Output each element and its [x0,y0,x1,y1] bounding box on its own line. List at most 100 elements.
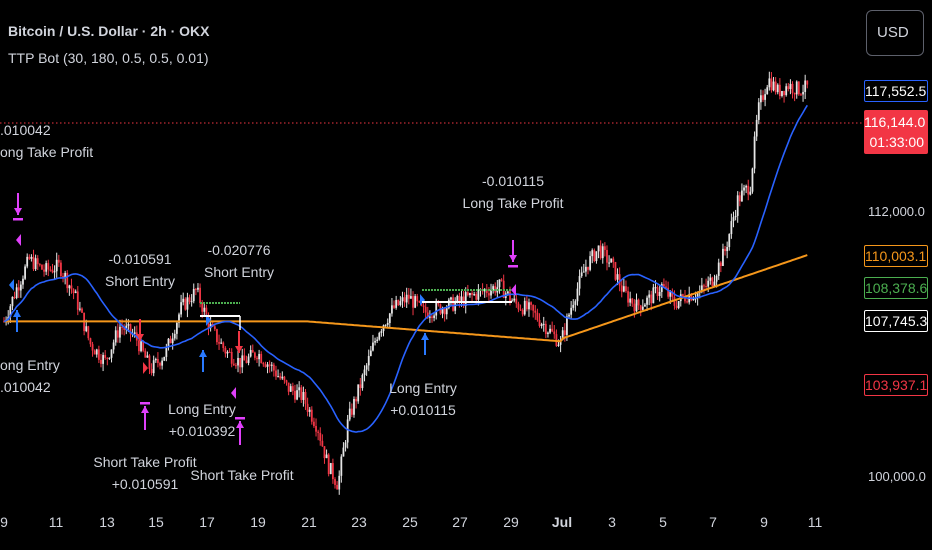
candle-body [222,342,225,349]
down-arrowhead [136,334,144,341]
candle-body [431,316,433,318]
candle-body [357,384,360,402]
candle-body [606,249,608,263]
candle-body [308,409,311,412]
candle-body [253,352,256,358]
candle-body [298,387,301,391]
candle-body [612,258,615,263]
candle-body [435,302,438,316]
symbol-title[interactable]: Bitcoin / U.S. Dollar · 2h · OKX [8,23,210,39]
candle-body [152,360,155,374]
signal-flag [420,294,425,306]
annotation-line: Long Entry [168,401,236,417]
candle-body [68,285,71,289]
annotation-line: .010042 [0,379,51,395]
candle-body [110,349,113,358]
long-entry-arrowhead [13,310,21,317]
candle-body [372,342,374,351]
candle-body [266,364,269,367]
candle-body [441,308,444,314]
candle-body [412,296,414,308]
candle-body [344,442,347,448]
candle-body [102,355,104,364]
candle-body [289,386,292,392]
candle-body [108,357,111,359]
candle-body [140,341,142,352]
date-label: 17 [199,514,215,530]
signal-flag [16,234,21,246]
slow-moving-average-line [4,254,808,343]
indicator-title[interactable]: TTP Bot (30, 180, 0.5, 0.5, 0.01) [8,50,209,66]
candle-body [572,304,575,308]
candle-body [249,349,252,357]
candle-body [511,300,514,302]
candle-body [121,326,123,328]
candle-body [268,364,271,366]
date-label: 27 [452,514,468,530]
candle-body [302,391,305,400]
candle-body [79,308,81,310]
candle-body [258,353,261,360]
candle-body [745,185,748,188]
candle-body [574,301,577,305]
candle-body [488,293,490,296]
candle-body [334,479,336,485]
candle-body [734,215,737,218]
candle-body [614,262,617,280]
annotation-line: Long Entry [389,380,457,396]
candle-body [51,269,54,273]
date-label: 11 [807,514,823,530]
take-profit-bar [13,218,23,221]
candle-body [549,328,551,333]
candle-body [365,365,368,370]
signal-flag [9,279,14,291]
candle-body [671,291,674,297]
candle-body [585,266,587,272]
candle-body [399,301,402,306]
currency-button[interactable]: USD [866,10,924,56]
annotation-line: .010042 [0,122,51,138]
candle-body [336,484,339,490]
candle-body [703,285,705,287]
candle-body [380,331,383,334]
candle-body [665,286,667,288]
candle-body [747,185,750,195]
candle-body [81,308,83,313]
candle-body [116,330,119,338]
candle-body [475,294,478,300]
signal-flag [143,362,148,374]
candle-body [319,432,322,441]
candle-body [641,306,644,310]
candle-body [323,446,326,459]
candle-body [738,195,741,202]
candle-body [150,368,153,374]
candle-body [194,288,197,290]
candle-body [272,364,275,371]
candle-body [201,302,204,312]
candle-body [751,168,754,192]
date-label: 9 [760,514,768,530]
candle-body [3,321,5,323]
candle-body [736,195,739,216]
date-label: 11 [48,514,64,530]
candle-body [270,364,273,366]
candle-body [772,81,775,91]
candle-body [561,330,564,340]
candle-body [644,304,646,307]
date-label: 15 [148,514,164,530]
candle-body [648,294,651,298]
candle-body [707,280,710,287]
candle-body [743,187,745,191]
candle-body [95,349,98,355]
candle-body [471,293,473,295]
chart-legend[interactable]: Bitcoin / U.S. Dollar · 2h · OKX TTP Bot… [8,22,209,67]
candle-body [732,217,735,222]
candle-body [764,94,767,100]
candle-body [797,81,800,95]
candle-body [582,271,585,273]
candle-body [114,330,117,343]
candle-body [566,316,568,335]
candle-body [205,307,208,316]
